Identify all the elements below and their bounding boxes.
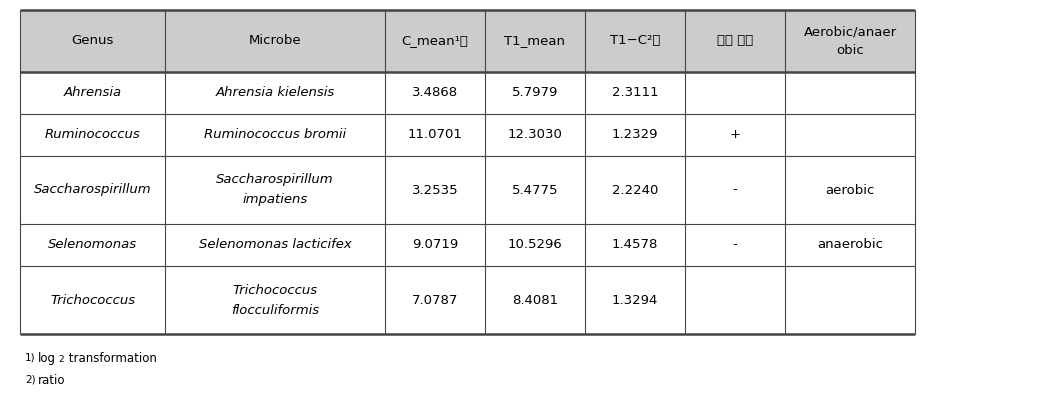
Text: 5.7979: 5.7979	[512, 86, 559, 100]
Text: 1.3294: 1.3294	[611, 294, 658, 306]
Text: 2.3111: 2.3111	[611, 86, 659, 100]
Text: 2: 2	[58, 355, 63, 364]
Text: -: -	[733, 184, 738, 196]
Text: 2.2240: 2.2240	[611, 184, 658, 196]
Text: 1): 1)	[25, 352, 36, 362]
Text: 7.0787: 7.0787	[412, 294, 458, 306]
Text: Saccharospirillum: Saccharospirillum	[216, 174, 334, 186]
Text: Trichococcus: Trichococcus	[233, 284, 317, 296]
Text: impatiens: impatiens	[242, 194, 308, 206]
Text: Aerobic/anaer: Aerobic/anaer	[803, 26, 897, 38]
Text: obic: obic	[836, 44, 864, 56]
Text: 3.2535: 3.2535	[412, 184, 458, 196]
Text: Selenomonas: Selenomonas	[47, 238, 137, 252]
Text: aerobic: aerobic	[825, 184, 875, 196]
Text: Ruminococcus: Ruminococcus	[44, 128, 140, 142]
Text: log: log	[38, 352, 56, 365]
Text: Ahrensia kielensis: Ahrensia kielensis	[215, 86, 334, 100]
Text: flocculiformis: flocculiformis	[231, 304, 319, 316]
Text: Trichococcus: Trichococcus	[50, 294, 135, 306]
Text: -: -	[733, 238, 738, 252]
Text: 10.5296: 10.5296	[508, 238, 563, 252]
Text: Genus: Genus	[72, 34, 114, 48]
Text: 1.2329: 1.2329	[611, 128, 659, 142]
Text: T1−C²⧣: T1−C²⧣	[610, 34, 660, 48]
Text: ratio: ratio	[38, 374, 65, 387]
Text: T1_mean: T1_mean	[505, 34, 566, 48]
Text: Saccharospirillum: Saccharospirillum	[34, 184, 152, 196]
Text: Selenomonas lacticifex: Selenomonas lacticifex	[198, 238, 351, 252]
Text: anaerobic: anaerobic	[817, 238, 883, 252]
Text: 5.4775: 5.4775	[512, 184, 559, 196]
Text: Ruminococcus bromii: Ruminococcus bromii	[203, 128, 346, 142]
Text: +: +	[729, 128, 741, 142]
Text: 8.4081: 8.4081	[512, 294, 558, 306]
Text: transformation: transformation	[65, 352, 157, 365]
Text: 12.3030: 12.3030	[508, 128, 563, 142]
Text: 1.4578: 1.4578	[611, 238, 658, 252]
Text: 그람 염색: 그람 염색	[717, 34, 754, 48]
Text: Ahrensia: Ahrensia	[63, 86, 121, 100]
Text: C_mean¹⧣: C_mean¹⧣	[402, 34, 468, 48]
Text: 11.0701: 11.0701	[408, 128, 463, 142]
Bar	[20, 10, 915, 72]
Text: 9.0719: 9.0719	[412, 238, 458, 252]
Text: 3.4868: 3.4868	[412, 86, 458, 100]
Text: Microbe: Microbe	[249, 34, 301, 48]
Text: 2): 2)	[25, 374, 36, 384]
